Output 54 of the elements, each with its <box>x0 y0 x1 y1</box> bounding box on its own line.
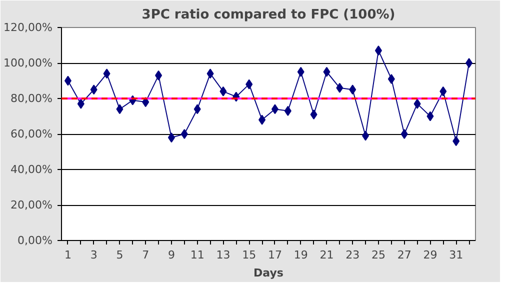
chart-title: 3PC ratio compared to FPC (100%) <box>142 8 396 22</box>
x-tick-label: 29 <box>423 248 438 262</box>
point <box>452 136 460 146</box>
x-tick-label: 25 <box>371 248 386 262</box>
x-tick-label: 11 <box>190 248 204 262</box>
y-tick-label: 0,00% <box>18 234 53 247</box>
x-tick-label: 5 <box>116 248 124 262</box>
point <box>440 86 447 96</box>
point <box>258 114 266 125</box>
y-tick-label: 20,00% <box>10 198 53 212</box>
point <box>116 104 124 114</box>
point <box>155 70 162 80</box>
x-tick-label: 3 <box>90 248 98 262</box>
x-axis-title: Days <box>254 266 284 280</box>
point <box>271 104 278 114</box>
point <box>349 84 356 95</box>
point <box>64 76 72 86</box>
point <box>168 132 175 143</box>
x-tick-label: 23 <box>346 248 360 262</box>
point <box>246 79 253 90</box>
point <box>466 58 473 68</box>
point <box>90 84 98 95</box>
x-tick-label: 9 <box>168 248 175 262</box>
point <box>426 111 434 122</box>
x-tick-label: 15 <box>242 248 256 262</box>
x-tick-label: 17 <box>268 248 282 262</box>
y-tick-label: 120,00% <box>4 21 53 34</box>
y-tick-label: 100,00% <box>4 56 53 70</box>
point <box>284 106 292 116</box>
y-tick-label: 80,00% <box>10 92 53 105</box>
x-tick-label: 19 <box>294 248 308 262</box>
point <box>362 130 370 141</box>
point <box>336 82 344 93</box>
x-tick-label: 27 <box>397 248 412 262</box>
point <box>388 74 395 84</box>
x-tick-label: 31 <box>449 248 464 262</box>
y-tick-label: 40,00% <box>10 163 53 176</box>
x-tick-label: 13 <box>216 248 230 262</box>
point <box>194 104 201 114</box>
point <box>400 129 408 139</box>
point <box>180 129 188 139</box>
point <box>414 98 421 109</box>
point <box>206 68 214 79</box>
point <box>323 66 330 77</box>
point <box>310 109 318 120</box>
point <box>297 66 304 77</box>
point <box>374 46 382 56</box>
x-tick-label: 21 <box>320 248 334 262</box>
x-tick-label: 1 <box>64 248 72 262</box>
x-tick-label: 7 <box>142 248 150 262</box>
point <box>220 86 227 96</box>
point <box>77 98 84 109</box>
y-tick-label: 60,00% <box>10 128 53 140</box>
point <box>103 68 110 79</box>
